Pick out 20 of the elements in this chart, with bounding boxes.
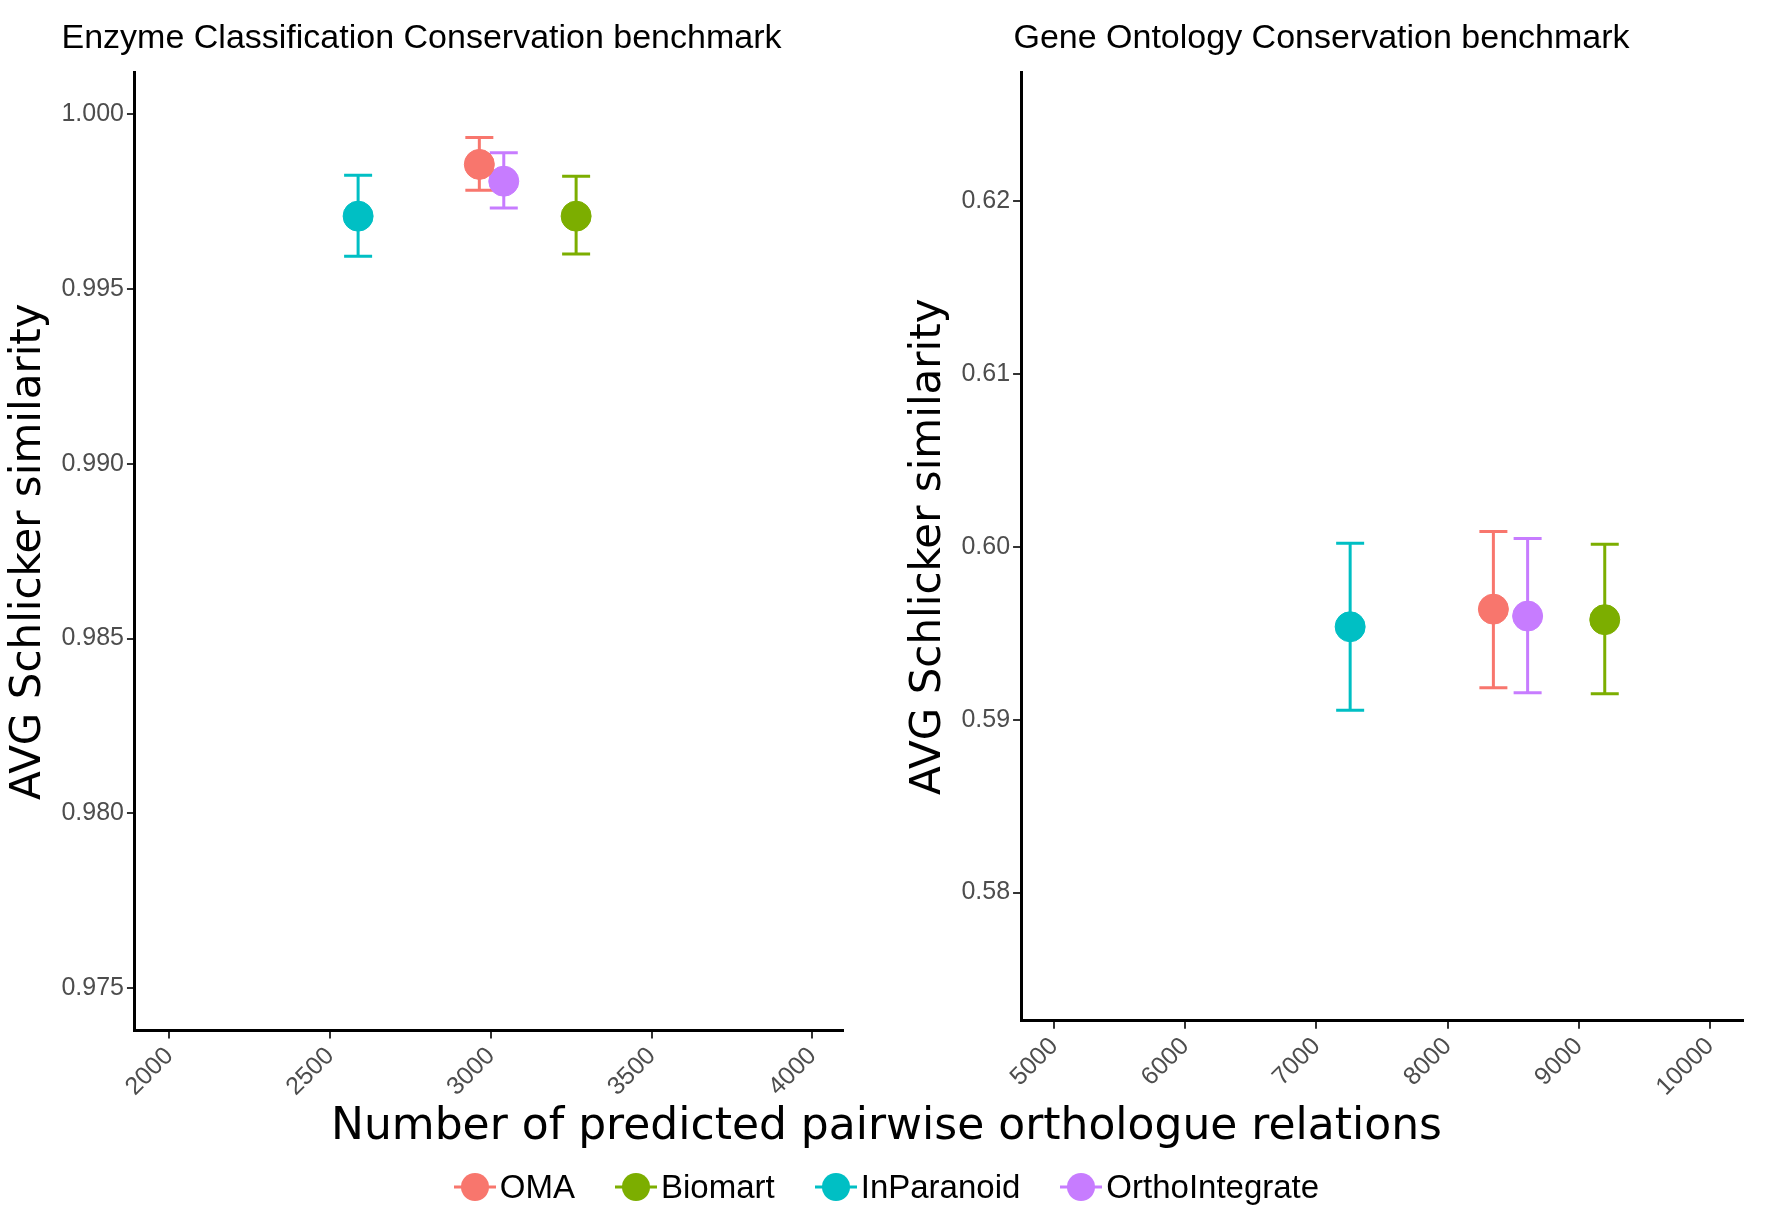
legend-label: InParanoid	[860, 1168, 1021, 1206]
y-tick-label: 0.59	[961, 703, 1011, 732]
y-tick-label: 0.975	[61, 972, 124, 1001]
y-axis-title: AVG Schlicker similarity	[1, 303, 51, 800]
y-tick-label: 0.980	[61, 797, 124, 826]
x-axis-title: Number of predicted pairwise orthologue relations	[330, 1098, 1443, 1149]
chart-title: Gene Ontology Conservation benchmark	[1013, 16, 1631, 55]
y-tick-label: 0.60	[961, 530, 1011, 559]
chart-title: Enzyme Classification Conservation benchmark	[61, 16, 783, 55]
y-tick-label: 0.61	[961, 357, 1011, 386]
y-tick-label: 0.58	[961, 876, 1011, 905]
legend-label: Biomart	[661, 1168, 775, 1206]
y-tick-label: 1.000	[61, 97, 124, 126]
legend-label: OMA	[499, 1168, 576, 1206]
y-tick-label: 0.995	[61, 272, 124, 301]
y-axis-title: AVG Schlicker similarity	[901, 298, 951, 795]
y-tick-label: 0.985	[61, 622, 124, 651]
legend-label: OrthoIntegrate	[1106, 1168, 1320, 1206]
y-tick-label: 0.62	[961, 184, 1011, 213]
y-tick-label: 0.990	[61, 447, 124, 476]
